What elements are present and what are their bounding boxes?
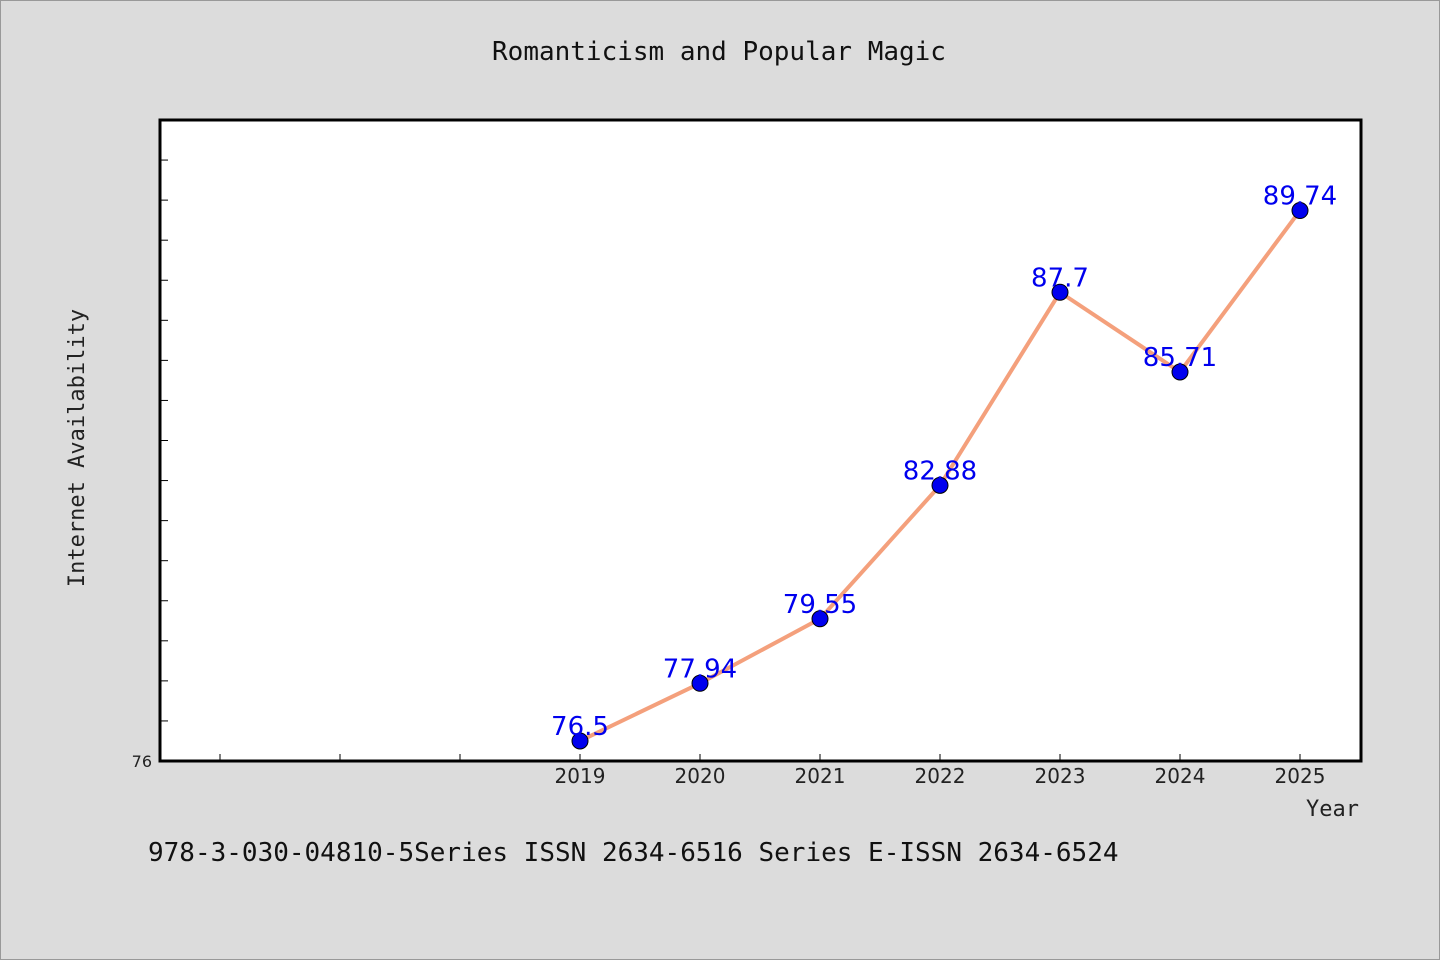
y-tick-label: 76 [132,752,152,771]
x-axis-label: Year [1306,797,1359,822]
data-point [571,732,589,750]
data-label: 87.7 [1031,263,1089,293]
data-label: 89.74 [1263,182,1337,212]
series-line-group [571,202,1309,750]
data-label: 85.71 [1143,343,1217,373]
data-point [811,610,829,628]
x-tick-label: 2025 [1275,764,1326,788]
data-labels-group: 76.5 77.94 79.55 82.88 87.7 85.71 89.74 [551,182,1337,742]
x-tick-label: 2024 [1155,764,1206,788]
data-point [691,674,709,692]
footer-isbn-text: 978-3-030-04810-5Series ISSN 2634-6516 S… [148,838,1119,868]
data-label: 77.94 [663,654,737,684]
x-axis-ticks: 2019 2020 2021 2022 2023 2024 2025 [219,754,1326,788]
data-label: 82.88 [903,456,977,486]
plot-frame [158,118,1363,763]
data-point [1171,363,1189,381]
data-label: 76.5 [551,712,609,742]
chart-title: Romanticism and Popular Magic [492,37,946,67]
y-axis-label: Internet Availability [65,309,90,587]
x-tick-label: 2023 [1035,764,1086,788]
data-point [931,476,949,494]
data-point [1051,283,1069,301]
x-tick-label: 2022 [915,764,966,788]
plot-area [160,120,1361,761]
x-tick-label: 2019 [555,764,606,788]
x-tick-label: 2020 [675,764,726,788]
x-tick-label: 2021 [795,764,846,788]
data-point [1291,202,1309,220]
data-label: 79.55 [783,590,857,620]
